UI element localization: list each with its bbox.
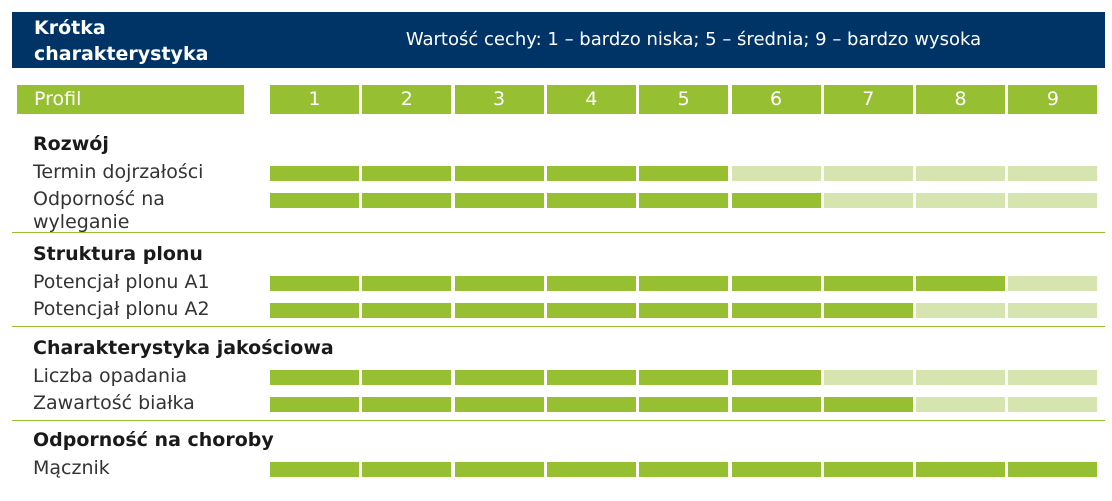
bar-segment xyxy=(270,276,359,291)
bar-segment xyxy=(454,193,544,208)
bar-segment xyxy=(639,276,729,291)
row-label: Liczba opadania xyxy=(33,365,188,387)
bar-segment xyxy=(454,166,544,181)
bar-segment xyxy=(362,166,452,181)
bar-segment xyxy=(916,193,1006,208)
bar-segment xyxy=(916,303,1006,318)
scale-cell-7: 7 xyxy=(823,85,913,114)
bar-segment xyxy=(731,193,821,208)
bar-segment xyxy=(546,370,636,385)
row-label: Termin dojrzałości xyxy=(33,161,204,183)
chart-header: Krótka charakterystyka Wartość cechy: 1 … xyxy=(12,12,1105,68)
bar-segment xyxy=(823,462,913,477)
bar-segment xyxy=(1008,462,1098,477)
bar-segment xyxy=(362,397,452,412)
bar-segment xyxy=(270,397,359,412)
row-label: Odporność na wyleganie xyxy=(33,188,165,233)
bar-segment xyxy=(823,276,913,291)
bar-segment xyxy=(823,370,913,385)
bar-segment xyxy=(731,166,821,181)
bar-segment xyxy=(731,462,821,477)
bar-segment xyxy=(916,397,1006,412)
row-label: Potencjał plonu A2 xyxy=(33,298,210,320)
bar-segment xyxy=(916,166,1006,181)
row-label: Zawartość białka xyxy=(33,392,195,414)
bar-segment xyxy=(1008,397,1098,412)
bar-segment xyxy=(916,462,1006,477)
bar-segment xyxy=(270,370,359,385)
scale-cell-4: 4 xyxy=(546,85,636,114)
bar-segment xyxy=(639,166,729,181)
scale-description: Wartość cechy: 1 – bardzo niska; 5 – śre… xyxy=(405,29,982,50)
bar-segment xyxy=(823,397,913,412)
row-label: Potencjał plonu A1 xyxy=(33,271,210,293)
row-label: Mącznik xyxy=(33,457,110,479)
scale-cell-9: 9 xyxy=(1008,85,1098,114)
scale-cell-8: 8 xyxy=(916,85,1006,114)
bar-segment xyxy=(1008,370,1098,385)
bar-segment xyxy=(454,276,544,291)
scale-cell-6: 6 xyxy=(731,85,821,114)
bar-segment xyxy=(362,276,452,291)
scale-cell-3: 3 xyxy=(454,85,544,114)
bar-segment xyxy=(362,370,452,385)
group-title: Rozwój xyxy=(33,133,109,155)
bar-segment xyxy=(823,193,913,208)
bar-segment xyxy=(454,303,544,318)
bar-segment xyxy=(916,276,1006,291)
bar-segment xyxy=(546,303,636,318)
header-title-line2: charakterystyka xyxy=(34,43,209,65)
bar-segment xyxy=(639,303,729,318)
group-title: Struktura plonu xyxy=(33,243,203,265)
bar-segment xyxy=(639,193,729,208)
bar-segment xyxy=(546,462,636,477)
bar-segment xyxy=(546,193,636,208)
bar-segment xyxy=(270,166,359,181)
bar-segment xyxy=(546,276,636,291)
bar-segment xyxy=(270,193,359,208)
bar-segment xyxy=(731,303,821,318)
scale-cell-1: 1 xyxy=(270,85,359,114)
bar-segment xyxy=(362,193,452,208)
header-title: Krótka charakterystyka xyxy=(34,15,264,67)
bar-segment xyxy=(1008,193,1098,208)
bar-segment xyxy=(546,397,636,412)
bar-segment xyxy=(362,462,452,477)
group-divider xyxy=(12,326,1105,327)
bar-segment xyxy=(731,276,821,291)
bar-segment xyxy=(731,397,821,412)
bar-segment xyxy=(454,462,544,477)
group-divider xyxy=(12,232,1105,233)
bar-segment xyxy=(454,370,544,385)
bar-segment xyxy=(1008,276,1098,291)
bar-segment xyxy=(639,462,729,477)
group-title: Charakterystyka jakościowa xyxy=(33,337,334,359)
bar-segment xyxy=(639,397,729,412)
header-title-line1: Krótka xyxy=(34,17,106,39)
bar-segment xyxy=(823,303,913,318)
bar-segment xyxy=(916,370,1006,385)
bar-segment xyxy=(362,303,452,318)
bar-segment xyxy=(731,370,821,385)
bar-segment xyxy=(546,166,636,181)
bar-segment xyxy=(1008,303,1098,318)
bar-segment xyxy=(270,303,359,318)
scale-cell-5: 5 xyxy=(639,85,729,114)
group-title: Odporność na choroby xyxy=(33,429,274,451)
bar-segment xyxy=(1008,166,1098,181)
group-divider xyxy=(12,420,1105,421)
bar-segment xyxy=(270,462,359,477)
bar-segment xyxy=(823,166,913,181)
bar-segment xyxy=(639,370,729,385)
bar-segment xyxy=(454,397,544,412)
scale-cell-2: 2 xyxy=(362,85,452,114)
profile-label: Profil xyxy=(17,85,244,114)
